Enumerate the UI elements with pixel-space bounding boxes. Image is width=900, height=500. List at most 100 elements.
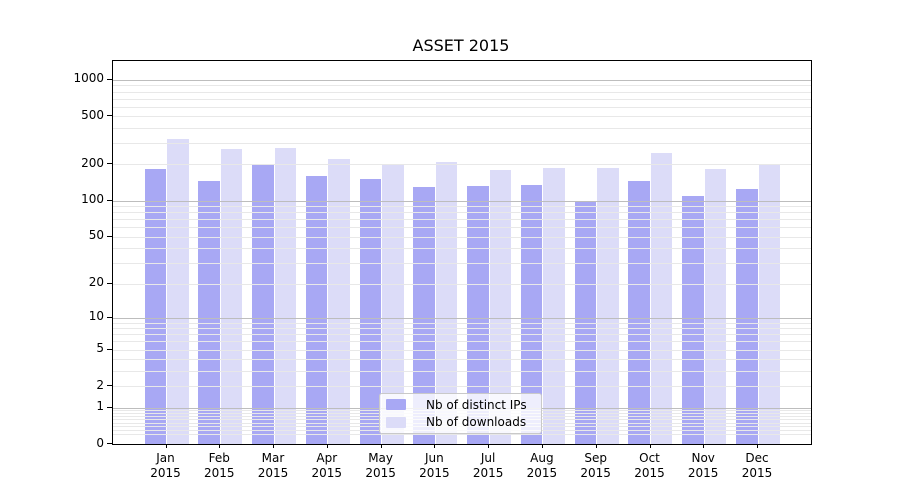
x-tick-label-sep: Sep 2015 xyxy=(564,451,628,480)
bar-nb-of-downloads-jun xyxy=(435,161,458,444)
x-tick-year-jan: 2015 xyxy=(150,465,181,480)
gridline-500 xyxy=(113,116,811,118)
gridline-80 xyxy=(113,212,811,214)
y-tick-20 xyxy=(107,282,112,284)
bar-nb-of-distinct-ips-may xyxy=(359,179,382,444)
bar-nb-of-downloads-jul xyxy=(489,170,512,444)
gridline-7 xyxy=(113,334,811,336)
gridline-400 xyxy=(113,128,811,129)
legend: Nb of distinct IPs Nb of downloads xyxy=(379,393,542,434)
y-tick-label-0: 0 xyxy=(96,435,104,450)
x-tick-label-mar: Mar 2015 xyxy=(241,451,305,480)
bar-nb-of-downloads-dec xyxy=(758,163,780,444)
plot-area xyxy=(112,60,812,445)
y-tick-label-5: 5 xyxy=(96,341,104,355)
bar-nb-of-downloads-mar xyxy=(274,148,297,444)
x-tick-label-apr: Apr 2015 xyxy=(295,451,359,480)
x-tick-label-feb: Feb 2015 xyxy=(187,451,251,480)
y-tick-label-50: 50 xyxy=(88,228,104,243)
x-tick-feb xyxy=(219,444,221,448)
y-tick-10 xyxy=(107,316,112,318)
gridline-20 xyxy=(113,283,811,285)
bar-nb-of-downloads-nov xyxy=(704,168,727,444)
gridline-4 xyxy=(113,359,811,361)
x-tick-year-dec: 2015 xyxy=(741,465,773,480)
gridline-30 xyxy=(113,262,811,264)
x-tick-year-nov: 2015 xyxy=(687,465,719,480)
gridline-700 xyxy=(113,98,811,100)
y-tick-2 xyxy=(107,385,112,387)
gridline-600 xyxy=(113,106,811,108)
gridline-50 xyxy=(113,236,811,238)
gridline-6 xyxy=(113,341,811,343)
gridline-100 xyxy=(113,200,811,202)
bar-nb-of-distinct-ips-jan xyxy=(144,168,166,444)
x-tick-year-aug: 2015 xyxy=(526,465,558,480)
gridline-9 xyxy=(113,322,811,324)
bar-nb-of-downloads-aug xyxy=(543,167,565,444)
bar-nb-of-downloads-sep xyxy=(597,168,619,444)
x-tick-year-feb: 2015 xyxy=(204,465,235,480)
y-tick-label-2: 2 xyxy=(96,377,104,392)
bar-nb-of-distinct-ips-oct xyxy=(628,180,650,444)
bar-nb-of-distinct-ips-sep xyxy=(574,200,597,444)
gridline-1000 xyxy=(113,79,811,81)
legend-swatch-downloads xyxy=(386,416,406,428)
gridline-40 xyxy=(113,248,811,250)
x-tick-dec xyxy=(757,444,758,448)
y-tick-label-20: 20 xyxy=(88,275,104,289)
x-tick-label-may: May 2015 xyxy=(349,451,413,480)
x-tick-jan xyxy=(165,444,167,448)
bar-nb-of-distinct-ips-aug xyxy=(520,185,543,444)
y-tick-100 xyxy=(107,199,112,201)
gridline-70 xyxy=(113,219,811,221)
gridline-90 xyxy=(113,206,811,208)
bar-nb-of-distinct-ips-nov xyxy=(682,195,704,444)
x-tick-jun xyxy=(434,444,436,448)
x-tick-oct xyxy=(649,444,651,448)
legend-label-downloads: Nb of downloads xyxy=(426,415,527,430)
x-tick-label-jan: Jan 2015 xyxy=(134,451,198,480)
x-tick-label-dec: Dec 2015 xyxy=(725,451,789,480)
bar-nb-of-downloads-may xyxy=(382,163,404,444)
y-tick-5 xyxy=(107,348,112,350)
x-tick-may xyxy=(380,444,382,448)
y-tick-label-500: 500 xyxy=(81,107,104,122)
y-tick-label-10: 10 xyxy=(88,309,104,324)
gridline-8 xyxy=(113,328,811,330)
x-tick-aug xyxy=(541,444,543,448)
x-tick-label-jul: Jul 2015 xyxy=(456,451,520,480)
legend-swatch-distinct-ips xyxy=(386,399,406,411)
legend-label-distinct-ips: Nb of distinct IPs xyxy=(426,397,527,412)
chart-title: ASSET 2015 xyxy=(412,36,510,55)
bar-nb-of-downloads-jan xyxy=(167,138,189,444)
bar-nb-of-downloads-apr xyxy=(328,159,350,444)
bar-nb-of-distinct-ips-mar xyxy=(252,163,274,444)
gridline-200 xyxy=(113,164,811,166)
y-tick-label-100: 100 xyxy=(81,192,104,207)
x-tick-label-aug: Aug 2015 xyxy=(510,451,574,480)
x-tick-sep xyxy=(595,444,597,448)
y-tick-label-200: 200 xyxy=(81,155,104,170)
bar-nb-of-distinct-ips-apr xyxy=(305,176,328,444)
x-tick-jul xyxy=(488,444,490,448)
bar-nb-of-distinct-ips-jul xyxy=(467,185,489,444)
x-tick-year-mar: 2015 xyxy=(257,465,289,480)
legend-item-downloads: Nb of downloads xyxy=(380,415,541,430)
y-tick-label-1: 1 xyxy=(96,399,104,413)
x-tick-year-may: 2015 xyxy=(365,465,396,480)
x-tick-label-oct: Oct 2015 xyxy=(618,451,682,480)
legend-item-distinct-ips: Nb of distinct IPs xyxy=(380,397,541,412)
x-tick-year-apr: 2015 xyxy=(311,465,343,480)
bar-nb-of-distinct-ips-dec xyxy=(736,189,758,444)
x-tick-mar xyxy=(273,444,274,448)
gridline-300 xyxy=(113,143,811,145)
x-tick-nov xyxy=(703,444,705,448)
bar-nb-of-downloads-feb xyxy=(220,149,243,444)
gridline-800 xyxy=(113,91,811,93)
y-tick-label-1000: 1000 xyxy=(73,71,104,86)
y-tick-500 xyxy=(107,115,112,117)
y-tick-0 xyxy=(107,443,112,444)
gridline-5 xyxy=(113,349,811,351)
